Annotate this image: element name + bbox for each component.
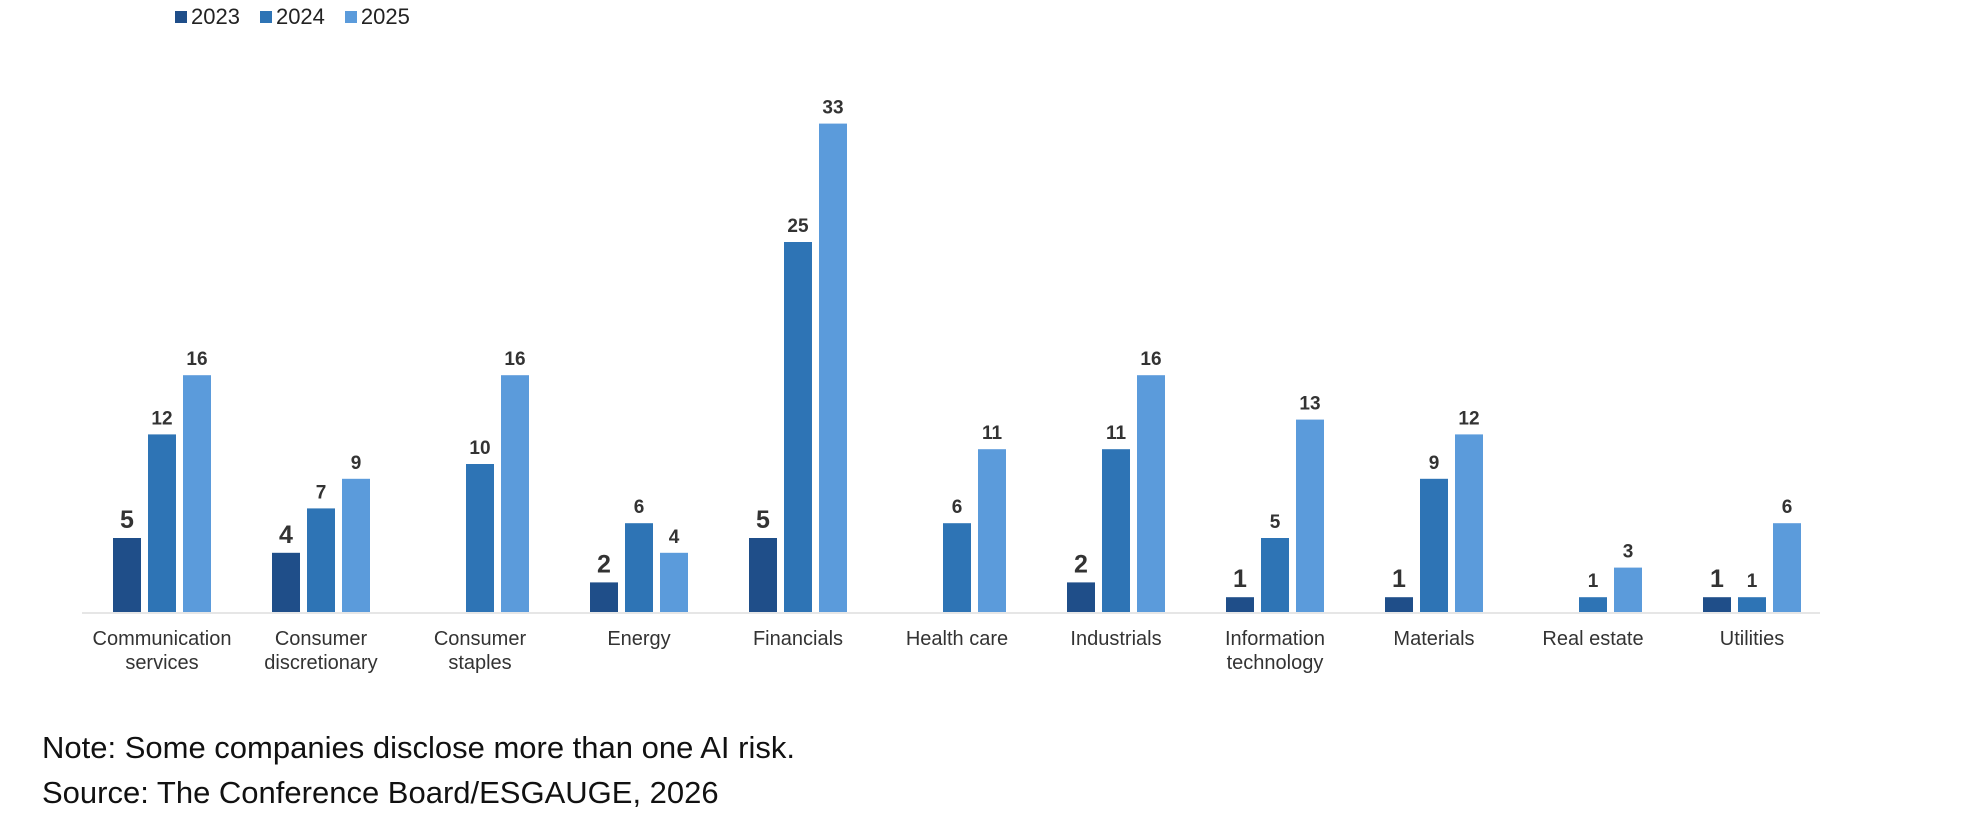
data-label-2023-4: 5	[756, 506, 770, 534]
data-label-2025-0: 16	[186, 349, 207, 370]
category-label-7-0: Information	[1225, 628, 1325, 650]
data-label-2025-3: 4	[669, 527, 680, 548]
bar-2024-3	[625, 523, 653, 612]
data-label-2024-9: 1	[1588, 571, 1599, 592]
data-label-2023-10: 1	[1710, 565, 1724, 593]
bar-2024-1	[307, 508, 335, 612]
data-label-2024-2: 10	[469, 438, 490, 459]
bar-2024-9	[1579, 597, 1607, 612]
footnotes: Note: Some companies disclose more than …	[42, 725, 795, 814]
data-label-2024-0: 12	[151, 408, 172, 429]
legend-label-2024: 2024	[275, 4, 325, 29]
category-label-6-0: Industrials	[1070, 628, 1161, 650]
bar-2024-8	[1420, 478, 1448, 612]
data-label-2025-1: 9	[351, 453, 362, 474]
data-label-2023-1: 4	[279, 521, 293, 549]
category-label-2-1: staples	[448, 652, 511, 674]
data-label-2024-1: 7	[316, 482, 327, 503]
category-label-7-1: technology	[1227, 652, 1324, 674]
data-label-2023-6: 2	[1074, 550, 1088, 578]
category-label-3-0: Energy	[607, 628, 670, 650]
category-label-5-0: Health care	[906, 628, 1008, 650]
category-label-10-0: Utilities	[1720, 628, 1784, 650]
bar-2025-0	[183, 375, 211, 612]
bar-2025-4	[819, 123, 847, 612]
bar-2024-7	[1261, 538, 1289, 612]
data-label-2023-0: 5	[120, 506, 134, 534]
bar-2025-6	[1137, 375, 1165, 612]
category-label-0-1: services	[125, 652, 198, 674]
bar-2025-8	[1455, 434, 1483, 612]
category-label-4-0: Financials	[753, 628, 843, 650]
legend-item-2024: 2024	[259, 4, 325, 30]
chart-legend: 2023 2024 2025	[175, 4, 410, 30]
bar-2023-3	[590, 582, 618, 612]
bar-2023-7	[1226, 597, 1254, 612]
category-label-9-0: Real estate	[1542, 628, 1643, 650]
data-label-2024-3: 6	[634, 497, 645, 518]
category-label-1-0: Consumer	[275, 628, 368, 650]
data-label-2023-7: 1	[1233, 565, 1247, 593]
bar-2024-6	[1102, 449, 1130, 612]
legend-item-2025: 2025	[344, 4, 410, 30]
bar-2023-0	[113, 538, 141, 612]
data-label-2025-2: 16	[504, 349, 525, 370]
data-label-2024-7: 5	[1270, 512, 1281, 533]
bar-2025-9	[1614, 567, 1642, 612]
data-label-2023-8: 1	[1392, 565, 1406, 593]
bar-2025-3	[660, 552, 688, 612]
bar-chart: 51216Communicationservices479Consumerdis…	[82, 98, 1820, 674]
bar-2025-5	[978, 449, 1006, 612]
bar-2025-10	[1773, 523, 1801, 612]
category-label-1-1: discretionary	[264, 652, 377, 674]
legend-swatch-2024	[259, 11, 272, 23]
note-text: Note: Some companies disclose more than …	[42, 730, 795, 765]
source-text: Source: The Conference Board/ESGAUGE, 20…	[42, 775, 719, 810]
bar-2025-7	[1296, 419, 1324, 612]
bar-2024-2	[466, 464, 494, 612]
data-label-2025-10: 6	[1782, 497, 1793, 518]
data-label-2023-3: 2	[597, 550, 611, 578]
bar-2023-8	[1385, 597, 1413, 612]
bar-2024-5	[943, 523, 971, 612]
data-label-2025-8: 12	[1458, 408, 1479, 429]
legend-swatch-2025	[344, 11, 357, 23]
category-label-0-0: Communication	[93, 628, 232, 650]
data-label-2024-6: 11	[1106, 423, 1127, 444]
data-label-2024-4: 25	[787, 216, 809, 237]
category-label-2-0: Consumer	[434, 628, 527, 650]
bar-2023-6	[1067, 582, 1095, 612]
bar-2023-1	[272, 552, 300, 612]
data-label-2025-7: 13	[1299, 394, 1320, 415]
data-label-2025-4: 33	[822, 98, 843, 119]
legend-label-2023: 2023	[191, 4, 240, 29]
data-label-2025-9: 3	[1623, 542, 1634, 563]
bar-2025-1	[342, 478, 370, 612]
data-label-2025-6: 16	[1140, 349, 1161, 370]
bar-2024-0	[148, 434, 176, 612]
legend-label-2025: 2025	[360, 4, 410, 29]
bar-2024-4	[784, 242, 812, 612]
data-label-2024-8: 9	[1429, 453, 1440, 474]
bar-2024-10	[1738, 597, 1766, 612]
data-label-2024-10: 1	[1747, 571, 1758, 592]
legend-swatch-2023	[175, 11, 187, 23]
data-label-2025-5: 11	[982, 423, 1003, 444]
bar-2023-10	[1703, 597, 1731, 612]
legend-item-2023: 2023	[175, 4, 240, 30]
data-label-2024-5: 6	[952, 497, 963, 518]
bar-2025-2	[501, 375, 529, 612]
bar-2023-4	[749, 538, 777, 612]
category-label-8-0: Materials	[1393, 628, 1474, 650]
